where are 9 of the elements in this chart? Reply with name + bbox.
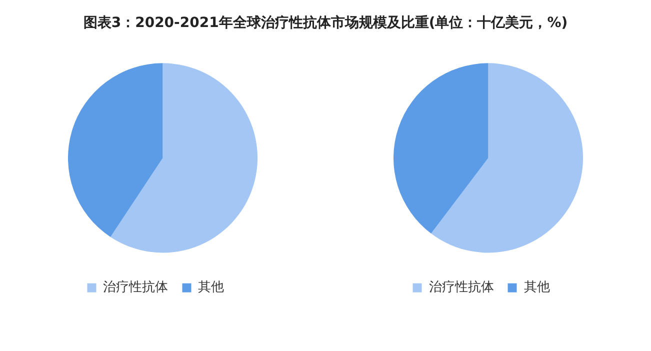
legend-label: 其他: [524, 280, 550, 295]
legend-label: 其他: [198, 280, 224, 295]
text: 图表3：2020-2021年全球治疗性抗体市场规模及比重(单位：十亿美元，%): [83, 14, 568, 31]
legend-label: 治疗性抗体: [429, 280, 494, 295]
pie-slice: [68, 63, 163, 237]
pie-slice: [110, 63, 258, 253]
legend-label: 治疗性抗体: [103, 280, 168, 295]
pie-slice: [431, 63, 583, 253]
pie-slice: [394, 63, 488, 234]
